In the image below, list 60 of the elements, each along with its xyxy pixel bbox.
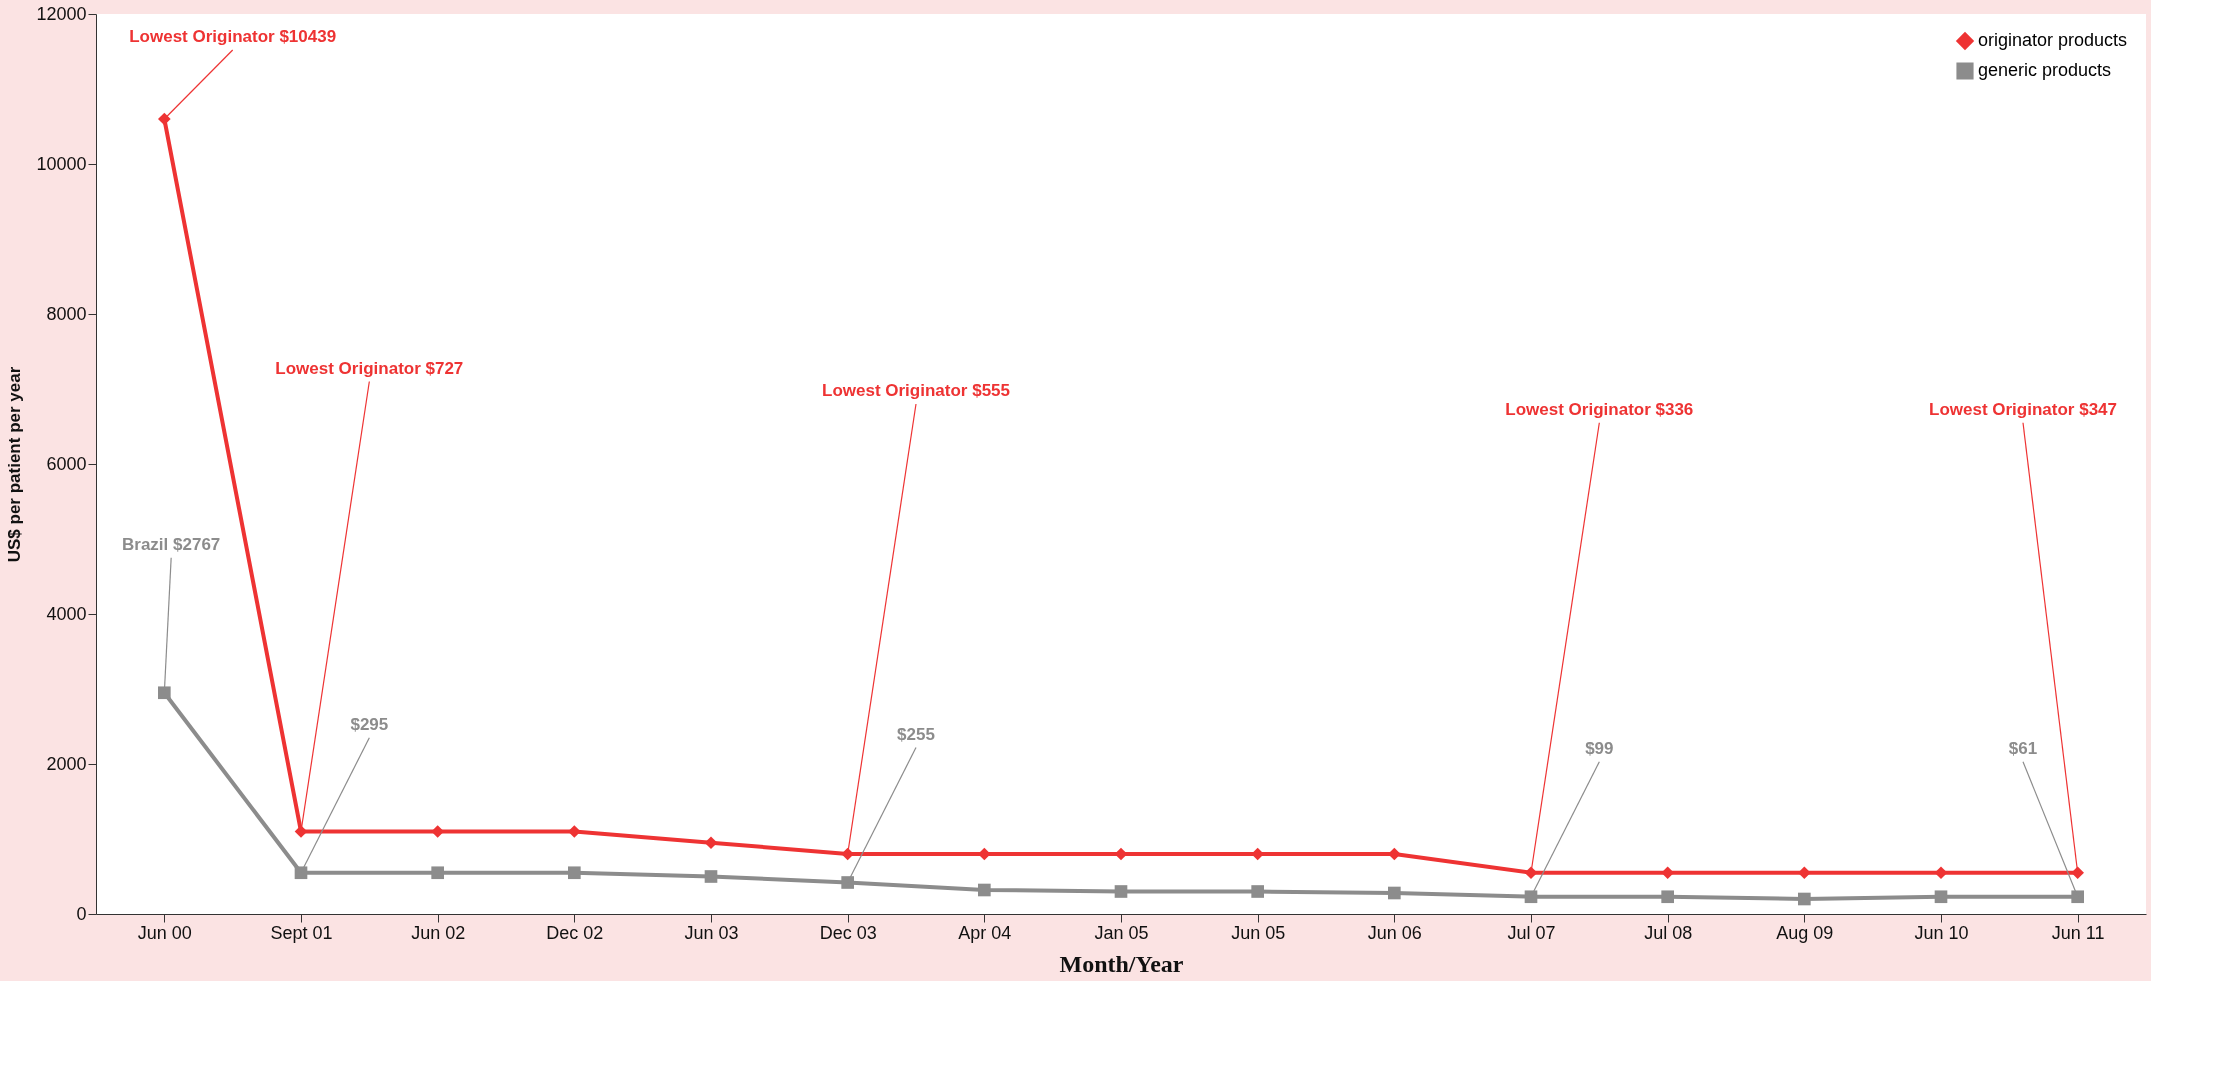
annotation: Brazil $2767 <box>122 534 221 554</box>
x-tick-label: Jun 10 <box>1914 922 1969 943</box>
point <box>1524 890 1538 904</box>
x-tick-label: Dec 03 <box>819 922 877 943</box>
annotation: Lowest Originator $555 <box>822 381 1010 400</box>
point <box>1251 847 1264 861</box>
point <box>1114 847 1128 861</box>
point <box>1251 885 1264 898</box>
point <box>158 686 171 700</box>
x-tick-label: Jun 00 <box>137 922 192 943</box>
point <box>978 847 991 861</box>
y-tick-label: 2000 <box>46 753 87 774</box>
x-axis-title: Month/Year <box>1059 950 1184 977</box>
y-tick-label: 4000 <box>46 603 87 624</box>
point <box>1934 866 1948 880</box>
point <box>1388 847 1401 861</box>
point <box>978 883 991 897</box>
x-tick-label: Jun 06 <box>1367 922 1422 943</box>
point <box>294 866 308 880</box>
x-tick-label: Apr 04 <box>958 922 1012 943</box>
x-tick-label: Jun 02 <box>411 922 466 943</box>
x-tick-label: Sept 01 <box>270 922 333 943</box>
legend-label: originator products <box>1978 30 2128 50</box>
point <box>841 876 854 889</box>
point <box>704 870 718 883</box>
annotation: $99 <box>1585 738 1614 758</box>
point <box>704 836 718 850</box>
x-tick-label: Jun 03 <box>684 922 739 943</box>
annotation: $255 <box>897 724 935 744</box>
x-tick-label: Jun 05 <box>1231 922 1286 943</box>
point <box>431 866 444 880</box>
x-tick-label: Aug 09 <box>1776 922 1834 943</box>
y-tick-label: 10000 <box>36 153 87 174</box>
point <box>1661 890 1674 904</box>
y-tick-label: 8000 <box>46 303 87 324</box>
annotation: $61 <box>2008 738 2038 758</box>
y-tick-label: 12000 <box>36 3 87 24</box>
point <box>1798 892 1811 906</box>
annotation: $295 <box>350 714 389 734</box>
point <box>1661 866 1674 880</box>
point <box>1388 886 1401 900</box>
x-tick-label: Dec 02 <box>546 922 604 943</box>
y-tick-label: 6000 <box>46 453 87 474</box>
x-tick-label: Jul 08 <box>1644 922 1693 943</box>
annotation: Lowest Originator $727 <box>275 358 464 378</box>
x-tick-label: Jun 11 <box>2051 922 2105 943</box>
point <box>1114 885 1128 898</box>
x-tick-label: Jul 07 <box>1507 922 1556 943</box>
y-axis-title: US$ per patient per year <box>5 366 25 563</box>
point <box>2071 890 2084 904</box>
annotation: Lowest Originator $347 <box>1929 399 2117 419</box>
point <box>1524 866 1538 880</box>
point <box>1798 866 1811 880</box>
point <box>568 866 581 880</box>
y-tick-label: 0 <box>76 903 87 924</box>
point <box>1934 890 1948 904</box>
annotation: Lowest Originator $336 <box>1505 399 1694 419</box>
legend-label: generic products <box>1978 60 2112 80</box>
annotation: Lowest Originator $10439 <box>129 27 337 46</box>
x-tick-label: Jan 05 <box>1094 922 1149 943</box>
